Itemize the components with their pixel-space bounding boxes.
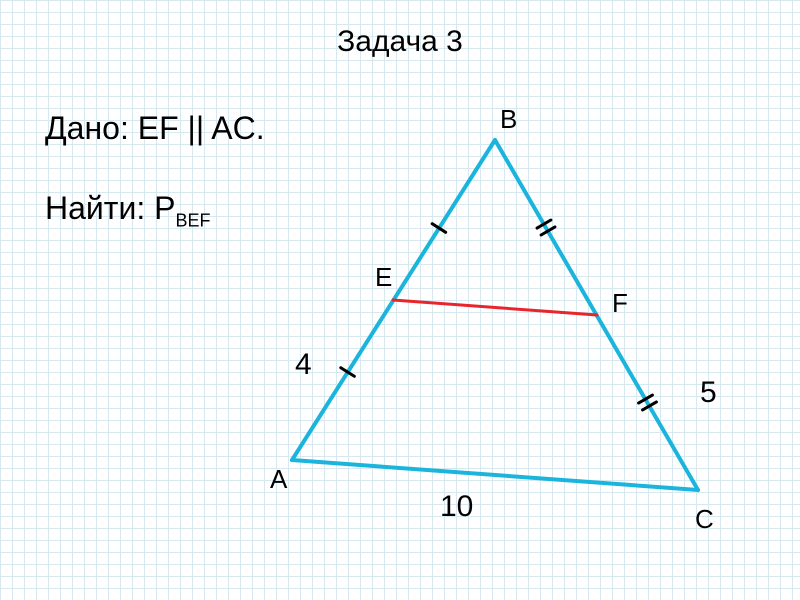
length-label-4: 4 [295, 348, 312, 382]
side-ac [292, 460, 698, 490]
length-label-10: 10 [440, 490, 473, 524]
length-label-5: 5 [700, 376, 717, 410]
vertex-label-c: C [695, 504, 714, 535]
vertex-label-f: F [612, 288, 628, 319]
vertex-label-b: B [500, 104, 517, 135]
vertex-label-e: E [375, 262, 392, 293]
segment-ef [393, 300, 597, 315]
geometry-diagram [0, 0, 800, 600]
vertex-label-a: A [270, 464, 287, 495]
